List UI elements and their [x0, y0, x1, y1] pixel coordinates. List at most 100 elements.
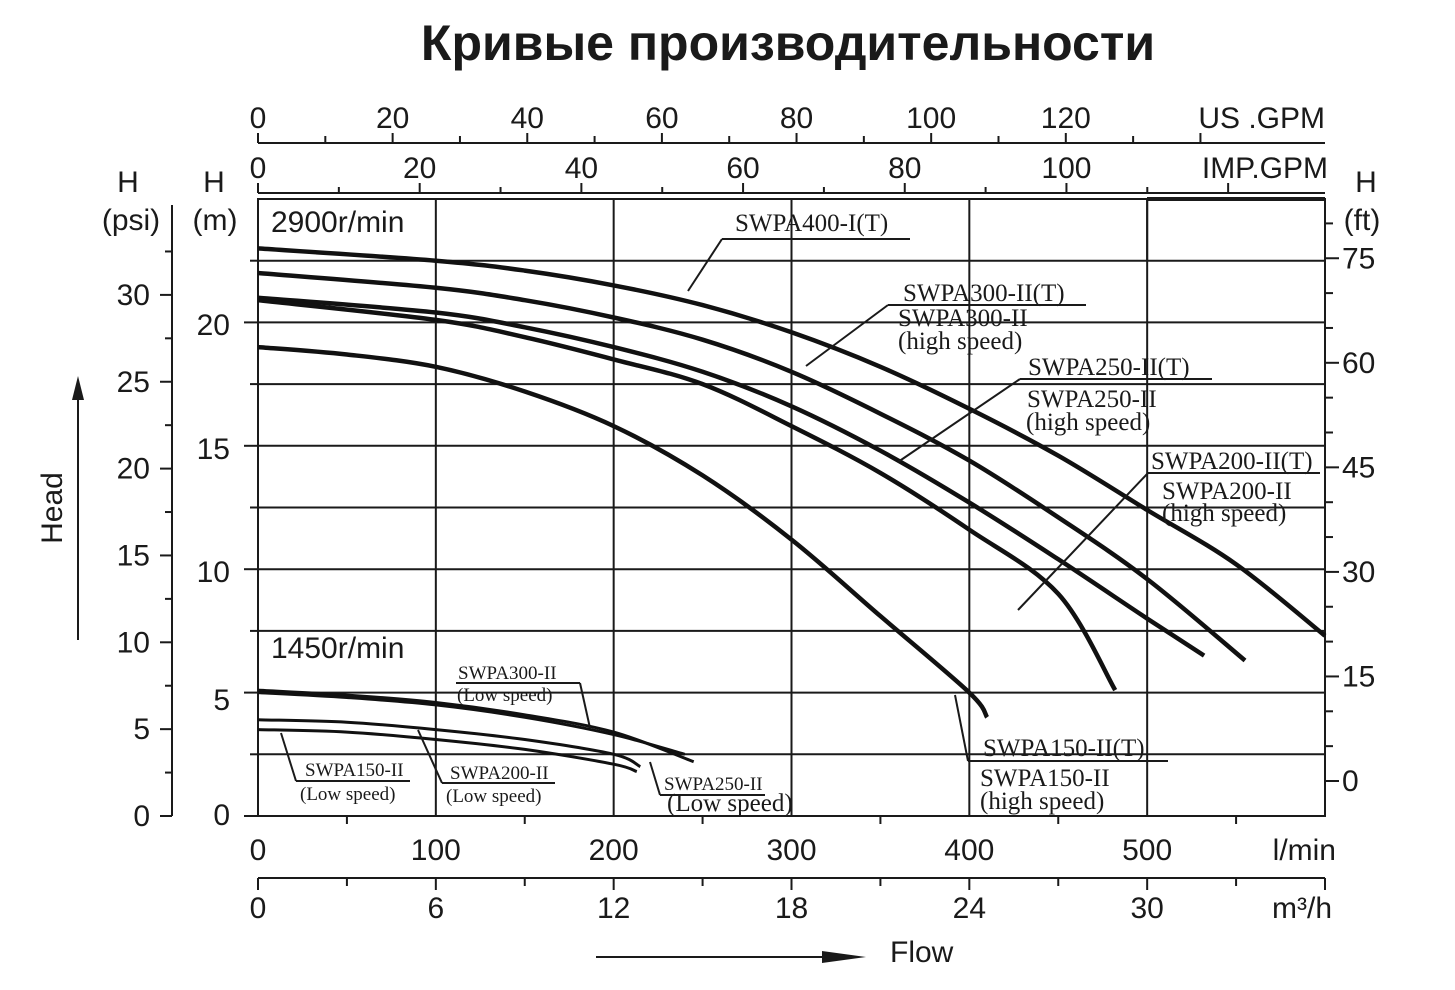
- annotation-swpa250-low-line1: SWPA250-II: [664, 774, 763, 795]
- annotation-swpa300-low-leader: [579, 682, 591, 729]
- annotation-swpa250-high-line2: SWPA250-II: [1027, 386, 1157, 413]
- m3h-tick-label: 12: [597, 892, 630, 925]
- curve-8: [257, 728, 638, 774]
- lmin-tick-label: 500: [1122, 834, 1172, 867]
- head-label: Head: [36, 472, 69, 544]
- ft-tick-label: 15: [1342, 660, 1375, 693]
- annotation-swpa400-leader: [687, 238, 723, 292]
- us-gpm-tick-label: 120: [1041, 102, 1091, 135]
- psi-tick-label: 25: [117, 366, 150, 399]
- lmin-tick-label: 0: [250, 834, 267, 867]
- m-tick-label: 0: [213, 799, 230, 832]
- psi-tick-label: 0: [133, 800, 150, 833]
- curve-5: [257, 688, 695, 764]
- annotations: SWPA400-I(T) SWPA300-II(T) SWPA300-II (h…: [280, 210, 1320, 817]
- imp-gpm-tick-label: 0: [250, 152, 267, 185]
- annotation-swpa150-high-leader: [954, 694, 969, 762]
- lmin-tick-label: 100: [411, 834, 461, 867]
- lmin-tick-label: 400: [944, 834, 994, 867]
- imp-gpm-tick-label: 40: [565, 152, 598, 185]
- ft-tick-label: 75: [1342, 242, 1375, 275]
- psi-tick-label: 20: [117, 453, 150, 486]
- annotation-swpa200-low-leader: [417, 729, 443, 784]
- ft-tick-label: 60: [1342, 347, 1375, 380]
- annotation-swpa250-low-line2: (Low speed): [667, 790, 793, 817]
- annotation-swpa300-high-line1: SWPA300-II(T): [903, 280, 1065, 307]
- annotation-swpa300-high-leader: [805, 304, 889, 367]
- flow-label: Flow: [890, 936, 954, 969]
- flow-arrow-head-icon: [822, 951, 866, 963]
- annotation-swpa150-high-line1: SWPA150-II(T): [983, 735, 1145, 762]
- annotation-swpa150-high: SWPA150-II(T) SWPA150-II (high speed): [954, 694, 1168, 815]
- psi-tick-label: 15: [117, 539, 150, 572]
- curves: [257, 246, 1327, 774]
- m-tick-label: 20: [197, 309, 230, 342]
- speed-label-high: 2900r/min: [271, 206, 404, 239]
- annotation-swpa150-low-line2: (Low speed): [300, 784, 396, 805]
- curve-6: [257, 691, 686, 756]
- annotation-swpa300-low: SWPA300-II (Low speed): [456, 663, 591, 729]
- annotation-swpa250-low-leader: [649, 761, 661, 796]
- m3h-tick-label: 24: [953, 892, 986, 925]
- ft-axis-unit-label: (ft): [1344, 204, 1381, 237]
- annotation-swpa200-high-line3: (high speed): [1162, 500, 1286, 527]
- lmin-unit: l/min: [1273, 834, 1336, 867]
- annotation-swpa400-line1: SWPA400-I(T): [735, 210, 888, 237]
- chart-title: Кривые производительности: [421, 15, 1155, 71]
- us-gpm-tick-label: 80: [780, 102, 813, 135]
- annotation-swpa200-low: SWPA200-II (Low speed): [417, 729, 555, 807]
- head-arrow-head-icon: [72, 376, 84, 400]
- annotation-swpa150-low-leader: [280, 732, 297, 782]
- annotation-swpa200-high-line1: SWPA200-II(T): [1151, 448, 1313, 475]
- imp-gpm-tick-label: 60: [726, 152, 759, 185]
- grid-lines: [258, 199, 1325, 816]
- annotation-swpa250-high-line1: SWPA250-II(T): [1028, 354, 1190, 381]
- speed-label-low: 1450r/min: [271, 632, 404, 665]
- m-tick-label: 15: [197, 433, 230, 466]
- imp-gpm-tick-label: 80: [888, 152, 921, 185]
- annotation-swpa250-low: SWPA250-II (Low speed): [649, 761, 793, 817]
- curve-2: [257, 295, 1206, 658]
- curve-1: [257, 270, 1247, 663]
- psi-tick-label: 10: [117, 626, 150, 659]
- ft-axis: 0 15 30 45 60 75 H (ft): [1325, 166, 1380, 798]
- psi-axis-head-label: H: [117, 166, 139, 199]
- annotation-swpa150-low-line1: SWPA150-II: [305, 760, 404, 781]
- lmin-axis: 0 100 200 300 400 500 l/min: [250, 816, 1336, 867]
- imp-gpm-axis: 0 20 40 60 80 100 IMP.GPM: [250, 152, 1328, 194]
- annotation-swpa150-high-line2: SWPA150-II: [980, 765, 1110, 792]
- annotation-swpa300-high-line3: (high speed): [898, 328, 1022, 355]
- annotation-swpa200-low-line2: (Low speed): [446, 786, 542, 807]
- annotation-swpa250-high-leader: [897, 378, 1021, 463]
- m-axis-head-label: H: [203, 166, 225, 199]
- us-gpm-tick-label: 0: [250, 102, 267, 135]
- annotation-swpa300-low-line1: SWPA300-II: [458, 663, 557, 684]
- m3h-tick-label: 18: [775, 892, 808, 925]
- annotation-swpa200-low-line1: SWPA200-II: [450, 763, 549, 784]
- annotation-swpa150-high-line3: (high speed): [980, 788, 1104, 815]
- m3h-tick-label: 30: [1130, 892, 1163, 925]
- annotation-swpa300-high-line2: SWPA300-II: [898, 305, 1028, 332]
- curve-0: [257, 246, 1327, 638]
- psi-axis-unit-label: (psi): [102, 204, 160, 237]
- annotation-swpa200-high: SWPA200-II(T) SWPA200-II (high speed): [1017, 448, 1320, 611]
- annotation-swpa250-high-line3: (high speed): [1026, 409, 1150, 436]
- lmin-tick-label: 200: [589, 834, 639, 867]
- m3h-tick-label: 6: [427, 892, 444, 925]
- imp-gpm-unit: IMP.GPM: [1202, 152, 1328, 185]
- us-gpm-unit: US .GPM: [1198, 102, 1325, 135]
- curve-4: [257, 344, 990, 719]
- psi-axis: 0 5 10 15 20 25 30 H (psi): [102, 166, 173, 833]
- m3h-unit: m³/h: [1272, 892, 1332, 925]
- flow-axis-title: Flow: [596, 936, 954, 969]
- ft-tick-label: 30: [1342, 556, 1375, 589]
- annotation-swpa150-low: SWPA150-II (Low speed): [280, 732, 410, 805]
- annotation-swpa300-high: SWPA300-II(T) SWPA300-II (high speed): [805, 280, 1086, 367]
- annotation-swpa200-high-line2: SWPA200-II: [1162, 478, 1292, 505]
- annotation-swpa250-high: SWPA250-II(T) SWPA250-II (high speed): [897, 354, 1212, 463]
- us-gpm-tick-label: 60: [645, 102, 678, 135]
- m-tick-label: 5: [213, 684, 230, 717]
- m-tick-label: 10: [197, 556, 230, 589]
- annotation-swpa200-high-leader: [1017, 472, 1149, 611]
